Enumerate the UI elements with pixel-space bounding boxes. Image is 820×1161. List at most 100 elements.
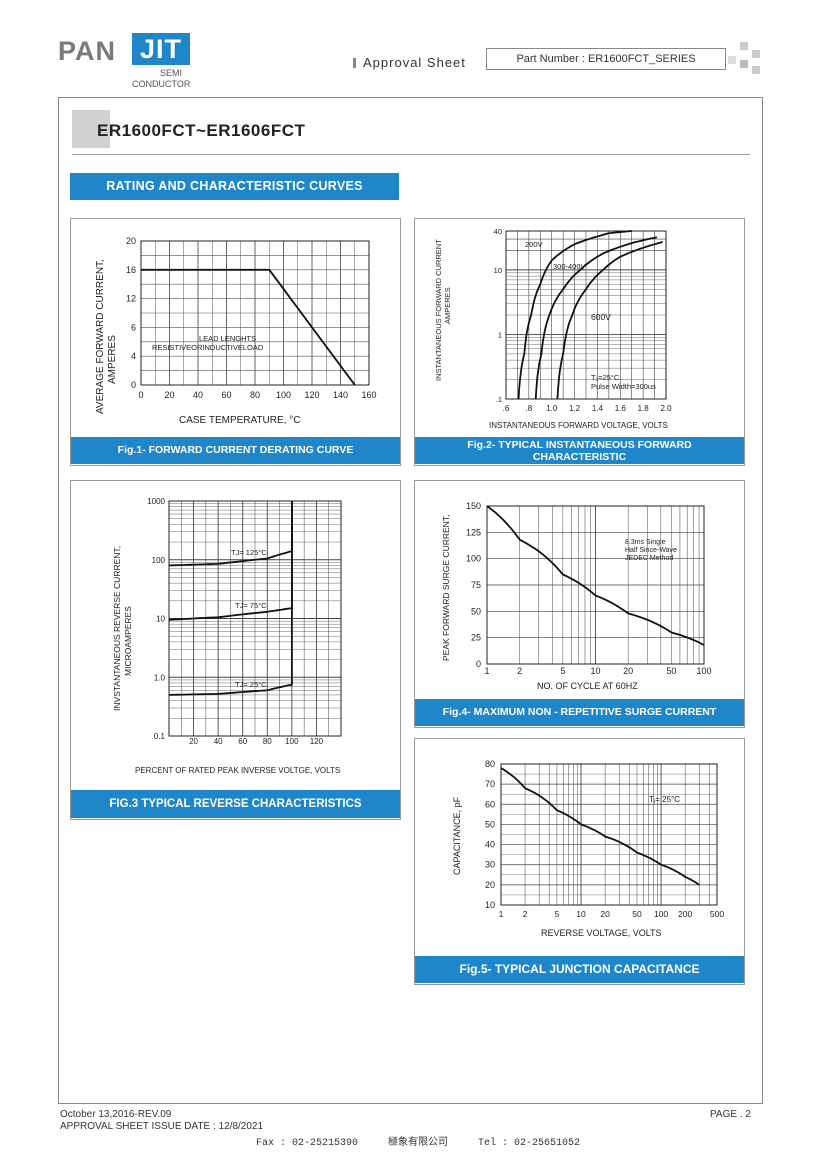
fig2-xtick-label: 2.0 bbox=[660, 404, 672, 413]
fig5-ytick-label: 70 bbox=[485, 779, 495, 789]
fig5-xtick-label: 10 bbox=[576, 909, 586, 919]
section-header: RATING AND CHARACTERISTIC CURVES bbox=[70, 173, 399, 200]
fig2-caption-line2: CHARACTERISTIC bbox=[532, 451, 627, 463]
fig2-ytick-label: 10 bbox=[494, 266, 502, 275]
fig3-ylabel2: MICROAMPERES bbox=[123, 606, 133, 676]
fig4-xtick-label: 2 bbox=[517, 666, 522, 676]
fig4-ytick-label: 125 bbox=[466, 527, 481, 537]
fig2-curve-label-300-400v: 300-400V bbox=[553, 262, 586, 271]
page-frame bbox=[58, 97, 763, 1104]
fig2-note2: Pulse Width=300us bbox=[591, 382, 656, 391]
fig5-xtick-label: 200 bbox=[678, 909, 692, 919]
fig5-ytick-label: 40 bbox=[485, 840, 495, 850]
fig3-ytick-label: 0.1 bbox=[154, 732, 166, 741]
fig5-xlabel: REVERSE VOLTAGE, VOLTS bbox=[541, 928, 662, 938]
fig5-xtick-label: 2 bbox=[523, 909, 528, 919]
fig4-note1: 8.3ms Single bbox=[625, 539, 666, 546]
fig3-xtick-label: 100 bbox=[285, 737, 299, 746]
fig1-note2: RESISTIVEORINDUCTIVELOAD bbox=[152, 343, 264, 352]
fig1-ylabel2: AMPERES bbox=[107, 335, 118, 384]
fig2-caption-line1: Fig.2- TYPICAL INSTANTANEOUS FORWARD bbox=[467, 439, 692, 451]
fig3-curve-label-25c: TJ= 25°C bbox=[235, 680, 267, 689]
fig1-xtick-label: 0 bbox=[138, 390, 143, 400]
fig4-ytick-label: 25 bbox=[471, 633, 481, 643]
fig2-series-1 bbox=[517, 230, 632, 400]
fig5-panel: 1 2 5 10 20 50 100 200 500 10 20 30 40 50 60 70 80 CAPAC… bbox=[414, 738, 745, 985]
fig2-xtick-label: .8 bbox=[526, 404, 533, 413]
fig2-xtick-label: .6 bbox=[503, 404, 510, 413]
logo-semi: SEMI bbox=[160, 68, 183, 78]
fig3-ytick-label: 100 bbox=[152, 556, 166, 565]
fig2-xtick-label: 1.8 bbox=[638, 404, 650, 413]
fig2-note1: T₁=25°C bbox=[591, 373, 620, 382]
fig5-xtick-label: 20 bbox=[600, 909, 610, 919]
fig3-curve-label-125c: TJ= 125°C bbox=[231, 548, 267, 557]
fig2-series-2 bbox=[534, 236, 658, 400]
fig3-ytick-label: 1.0 bbox=[154, 673, 166, 682]
fig3-curve-label-75c: TJ= 75°C bbox=[235, 601, 267, 610]
fig1-xtick-label: 60 bbox=[221, 390, 231, 400]
fig4-plot-frame bbox=[486, 505, 705, 665]
fig1-xtick-label: 120 bbox=[304, 390, 319, 400]
fig5-xtick-label: 5 bbox=[555, 909, 560, 919]
fig2-curve-label-200v: 200V bbox=[525, 240, 543, 249]
fig1-xtick-label: 100 bbox=[276, 390, 291, 400]
fig2-xtick-label: 1.0 bbox=[546, 404, 558, 413]
fig4-xtick-label: 100 bbox=[696, 666, 711, 676]
fig3-xtick-label: 60 bbox=[238, 737, 247, 746]
fig5-ytick-label: 50 bbox=[485, 819, 495, 829]
fig4-ytick-label: 150 bbox=[466, 501, 481, 511]
fig3-ytick-label: 1000 bbox=[147, 497, 165, 506]
fig1-xtick-label: 20 bbox=[164, 390, 174, 400]
fig5-xtick-label: 100 bbox=[654, 909, 668, 919]
fig5-series-line bbox=[500, 767, 700, 886]
footer-issue-date: APPROVAL SHEET ISSUE DATE : 12/8/2021 bbox=[60, 1121, 264, 1132]
fig2-xtick-label: 1.6 bbox=[615, 404, 627, 413]
approval-marker bbox=[353, 58, 356, 68]
fig2-ylabel2: AMPERES bbox=[443, 287, 452, 324]
fig3-xtick-label: 120 bbox=[310, 737, 324, 746]
fig4-ytick-label: 0 bbox=[476, 659, 481, 669]
fig4-caption: Fig.4- MAXIMUM NON - REPETITIVE SURGE CU… bbox=[415, 699, 744, 726]
fig5-chart: 1 2 5 10 20 50 100 200 500 10 20 30 40 50 60 70 80 CAPAC… bbox=[452, 759, 724, 938]
footer-page: PAGE . 2 bbox=[710, 1109, 751, 1120]
fig4-note2: Half Since-Wave bbox=[625, 547, 677, 554]
fig4-xtick-label: 10 bbox=[590, 666, 600, 676]
fig1-ytick-label: 20 bbox=[126, 236, 136, 246]
fig1-note1: LEAD LENGHTS bbox=[199, 334, 256, 343]
fig4-note3: JEDEC Method bbox=[625, 555, 673, 562]
fig3-plot-frame bbox=[168, 500, 342, 737]
fig1-xtick-label: 140 bbox=[333, 390, 348, 400]
fig3-ytick-label: 10 bbox=[156, 615, 165, 624]
fig4-ylabel: PEAK FORWARD SURGE CURRENT, bbox=[441, 515, 451, 661]
fig4-panel: 1 2 5 10 20 50 100 0 25 50 75 100 125 150 PEAK FORWAR… bbox=[414, 480, 745, 728]
page-title: ER1600FCT~ER1606FCT bbox=[97, 121, 306, 140]
fig4-ytick-label: 75 bbox=[471, 580, 481, 590]
fig3-xtick-label: 20 bbox=[189, 737, 198, 746]
fig2-ytick-label: 1 bbox=[498, 330, 502, 339]
fig1-ytick-label: 16 bbox=[126, 265, 136, 275]
fig1-ylabel: AVERAGE FORWARD CURRENT, bbox=[95, 259, 106, 414]
fig4-ytick-label: 100 bbox=[466, 554, 481, 564]
fig5-xtick-label: 1 bbox=[499, 909, 504, 919]
fig1-ytick-label: 4 bbox=[131, 351, 136, 361]
fig5-ytick-label: 20 bbox=[485, 880, 495, 890]
fig5-ytick-label: 10 bbox=[485, 900, 495, 910]
fig3-xtick-label: 40 bbox=[214, 737, 223, 746]
fig3-ylabel: INVSTANTANEOUS REVERSE CURRENT, bbox=[112, 546, 122, 711]
fig3-chart: 20 40 60 80 100 120 0.1 1.0 10 100 1000 TJ= 125°C TJ… bbox=[112, 497, 342, 775]
fig5-xtick-label: 50 bbox=[632, 909, 642, 919]
fig3-xtick-label: 80 bbox=[263, 737, 272, 746]
fig2-series-3 bbox=[556, 241, 663, 400]
fig1-panel: 0 20 40 60 80 100 120 140 160 0 4 6 12 16 20 AVERAGE F… bbox=[70, 218, 401, 466]
fig1-chart: 0 20 40 60 80 100 120 140 160 0 4 6 12 16 20 AVERAGE F… bbox=[95, 236, 377, 426]
fig2-xtick-label: 1.4 bbox=[592, 404, 604, 413]
fig1-ytick-label: 6 bbox=[131, 322, 136, 332]
fig3-panel: 20 40 60 80 100 120 0.1 1.0 10 100 1000 TJ= 125°C TJ… bbox=[70, 480, 401, 820]
fig2-ytick-label: 40 bbox=[494, 227, 502, 236]
fig2-xlabel: INSTANTANEOUS FORWARD VOLTAGE, VOLTS bbox=[489, 421, 668, 430]
fig1-xlabel: CASE TEMPERATURE, °C bbox=[179, 415, 300, 426]
title-accent bbox=[72, 110, 110, 148]
fig4-xtick-label: 5 bbox=[560, 666, 565, 676]
